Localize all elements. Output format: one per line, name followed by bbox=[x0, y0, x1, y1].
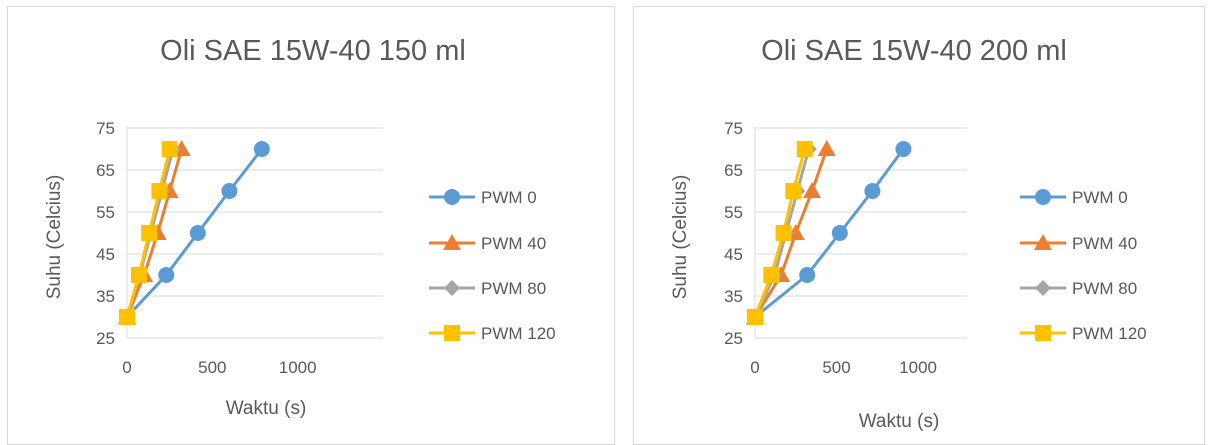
legend-item: PWM 40 bbox=[1020, 234, 1137, 253]
data-point bbox=[151, 183, 167, 199]
y-tick-label: 55 bbox=[724, 203, 743, 222]
data-point bbox=[763, 267, 779, 283]
data-point bbox=[803, 182, 821, 198]
x-tick-label: 500 bbox=[822, 358, 850, 377]
data-point bbox=[162, 141, 178, 157]
legend-marker bbox=[444, 280, 460, 296]
y-axis-title: Suhu (Celcius) bbox=[670, 175, 691, 300]
data-point bbox=[254, 141, 270, 157]
y-tick-label: 45 bbox=[96, 245, 115, 264]
y-tick-label: 25 bbox=[96, 329, 115, 348]
legend-item: PWM 0 bbox=[1020, 188, 1128, 207]
y-tick-label: 75 bbox=[724, 119, 743, 138]
legend-item: PWM 0 bbox=[429, 188, 537, 207]
data-point bbox=[832, 225, 848, 241]
legend-label: PWM 0 bbox=[1072, 188, 1128, 207]
data-point bbox=[799, 267, 815, 283]
x-axis-title: Waktu (s) bbox=[226, 398, 307, 419]
y-tick-label: 25 bbox=[724, 329, 743, 348]
chart-panel-150ml: Oli SAE 15W-40 150 ml 25 35 45 55 65 75 0 500 100… bbox=[7, 6, 615, 445]
x-tick-label: 1000 bbox=[279, 358, 317, 377]
x-tick-label: 1000 bbox=[899, 358, 937, 377]
y-tick-label: 35 bbox=[96, 287, 115, 306]
legend-marker bbox=[444, 189, 460, 205]
y-tick-label: 65 bbox=[724, 161, 743, 180]
x-tick-label: 0 bbox=[750, 358, 759, 377]
legend-label: PWM 40 bbox=[481, 234, 546, 253]
data-point bbox=[221, 183, 237, 199]
legend-marker bbox=[1035, 189, 1051, 205]
series-markers-pwm-0 bbox=[747, 141, 911, 325]
y-tick-label: 75 bbox=[96, 119, 115, 138]
data-point bbox=[895, 141, 911, 157]
data-point bbox=[864, 183, 880, 199]
legend-label: PWM 120 bbox=[481, 324, 556, 343]
y-tick-label: 35 bbox=[724, 287, 743, 306]
x-tick-label: 500 bbox=[198, 358, 226, 377]
legend-label: PWM 0 bbox=[481, 188, 537, 207]
data-point bbox=[797, 141, 813, 157]
data-point bbox=[158, 267, 174, 283]
data-point bbox=[776, 225, 792, 241]
x-tick-label: 0 bbox=[122, 358, 131, 377]
legend-label: PWM 80 bbox=[1072, 279, 1137, 298]
data-point bbox=[747, 309, 763, 325]
chart-svg: Oli SAE 15W-40 150 ml 25 35 45 55 65 75 0 500 100… bbox=[8, 7, 614, 444]
legend-item: PWM 120 bbox=[1020, 324, 1147, 343]
y-axis-title: Suhu (Celcius) bbox=[44, 175, 65, 300]
y-tick-label: 45 bbox=[724, 245, 743, 264]
legend-item: PWM 80 bbox=[1020, 279, 1137, 298]
chart-title: Oli SAE 15W-40 150 ml bbox=[160, 35, 466, 67]
legend-marker bbox=[1035, 325, 1051, 341]
y-tick-label: 55 bbox=[96, 203, 115, 222]
data-point bbox=[131, 267, 147, 283]
legend-label: PWM 40 bbox=[1072, 234, 1137, 253]
chart-panel-200ml: Oli SAE 15W-40 200 ml 25 35 45 55 65 75 0 500 100… bbox=[633, 6, 1205, 445]
x-axis-title: Waktu (s) bbox=[859, 411, 940, 432]
legend-label: PWM 80 bbox=[481, 279, 546, 298]
data-point bbox=[785, 183, 801, 199]
data-point bbox=[141, 225, 157, 241]
chart-svg: Oli SAE 15W-40 200 ml 25 35 45 55 65 75 0 500 100… bbox=[634, 7, 1204, 444]
legend-marker bbox=[444, 325, 460, 341]
legend-marker bbox=[1035, 280, 1051, 296]
data-point bbox=[119, 309, 135, 325]
legend-item: PWM 120 bbox=[429, 324, 556, 343]
data-point bbox=[818, 140, 836, 156]
y-tick-label: 65 bbox=[96, 161, 115, 180]
chart-title: Oli SAE 15W-40 200 ml bbox=[761, 35, 1067, 67]
data-point bbox=[190, 225, 206, 241]
legend-item: PWM 40 bbox=[429, 234, 546, 253]
legend-item: PWM 80 bbox=[429, 279, 546, 298]
legend-label: PWM 120 bbox=[1072, 324, 1147, 343]
